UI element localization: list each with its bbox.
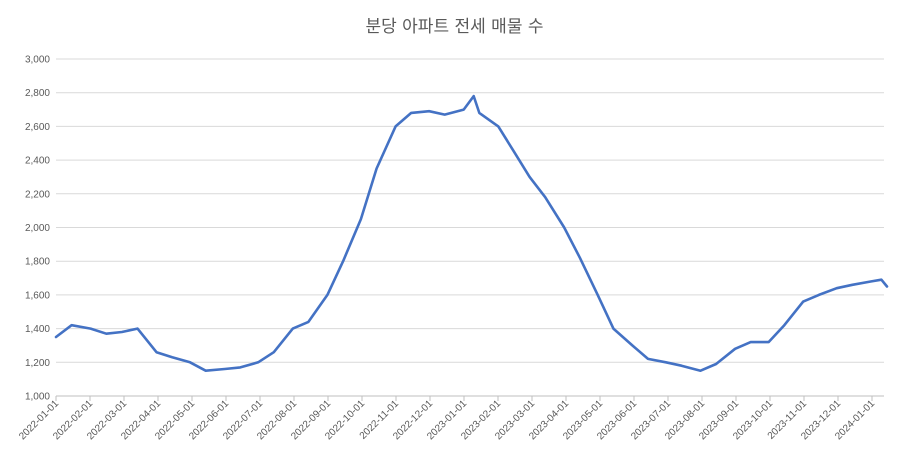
y-tick-label: 1,800 bbox=[25, 257, 50, 268]
y-tick-label: 2,000 bbox=[25, 223, 50, 234]
y-tick-label: 1,200 bbox=[25, 358, 50, 369]
series-line bbox=[54, 94, 889, 372]
y-tick-label: 1,000 bbox=[25, 392, 50, 403]
y-tick-label: 2,200 bbox=[25, 189, 50, 200]
y-tick-label: 2,800 bbox=[25, 88, 50, 99]
y-tick-label: 1,600 bbox=[25, 290, 50, 301]
y-tick-label: 2,600 bbox=[25, 122, 50, 133]
y-tick-label: 3,000 bbox=[25, 55, 50, 66]
y-tick-label: 2,400 bbox=[25, 156, 50, 167]
chart-title: 분당 아파트 전세 매물 수 bbox=[365, 17, 544, 37]
y-tick-label: 1,400 bbox=[25, 324, 50, 335]
